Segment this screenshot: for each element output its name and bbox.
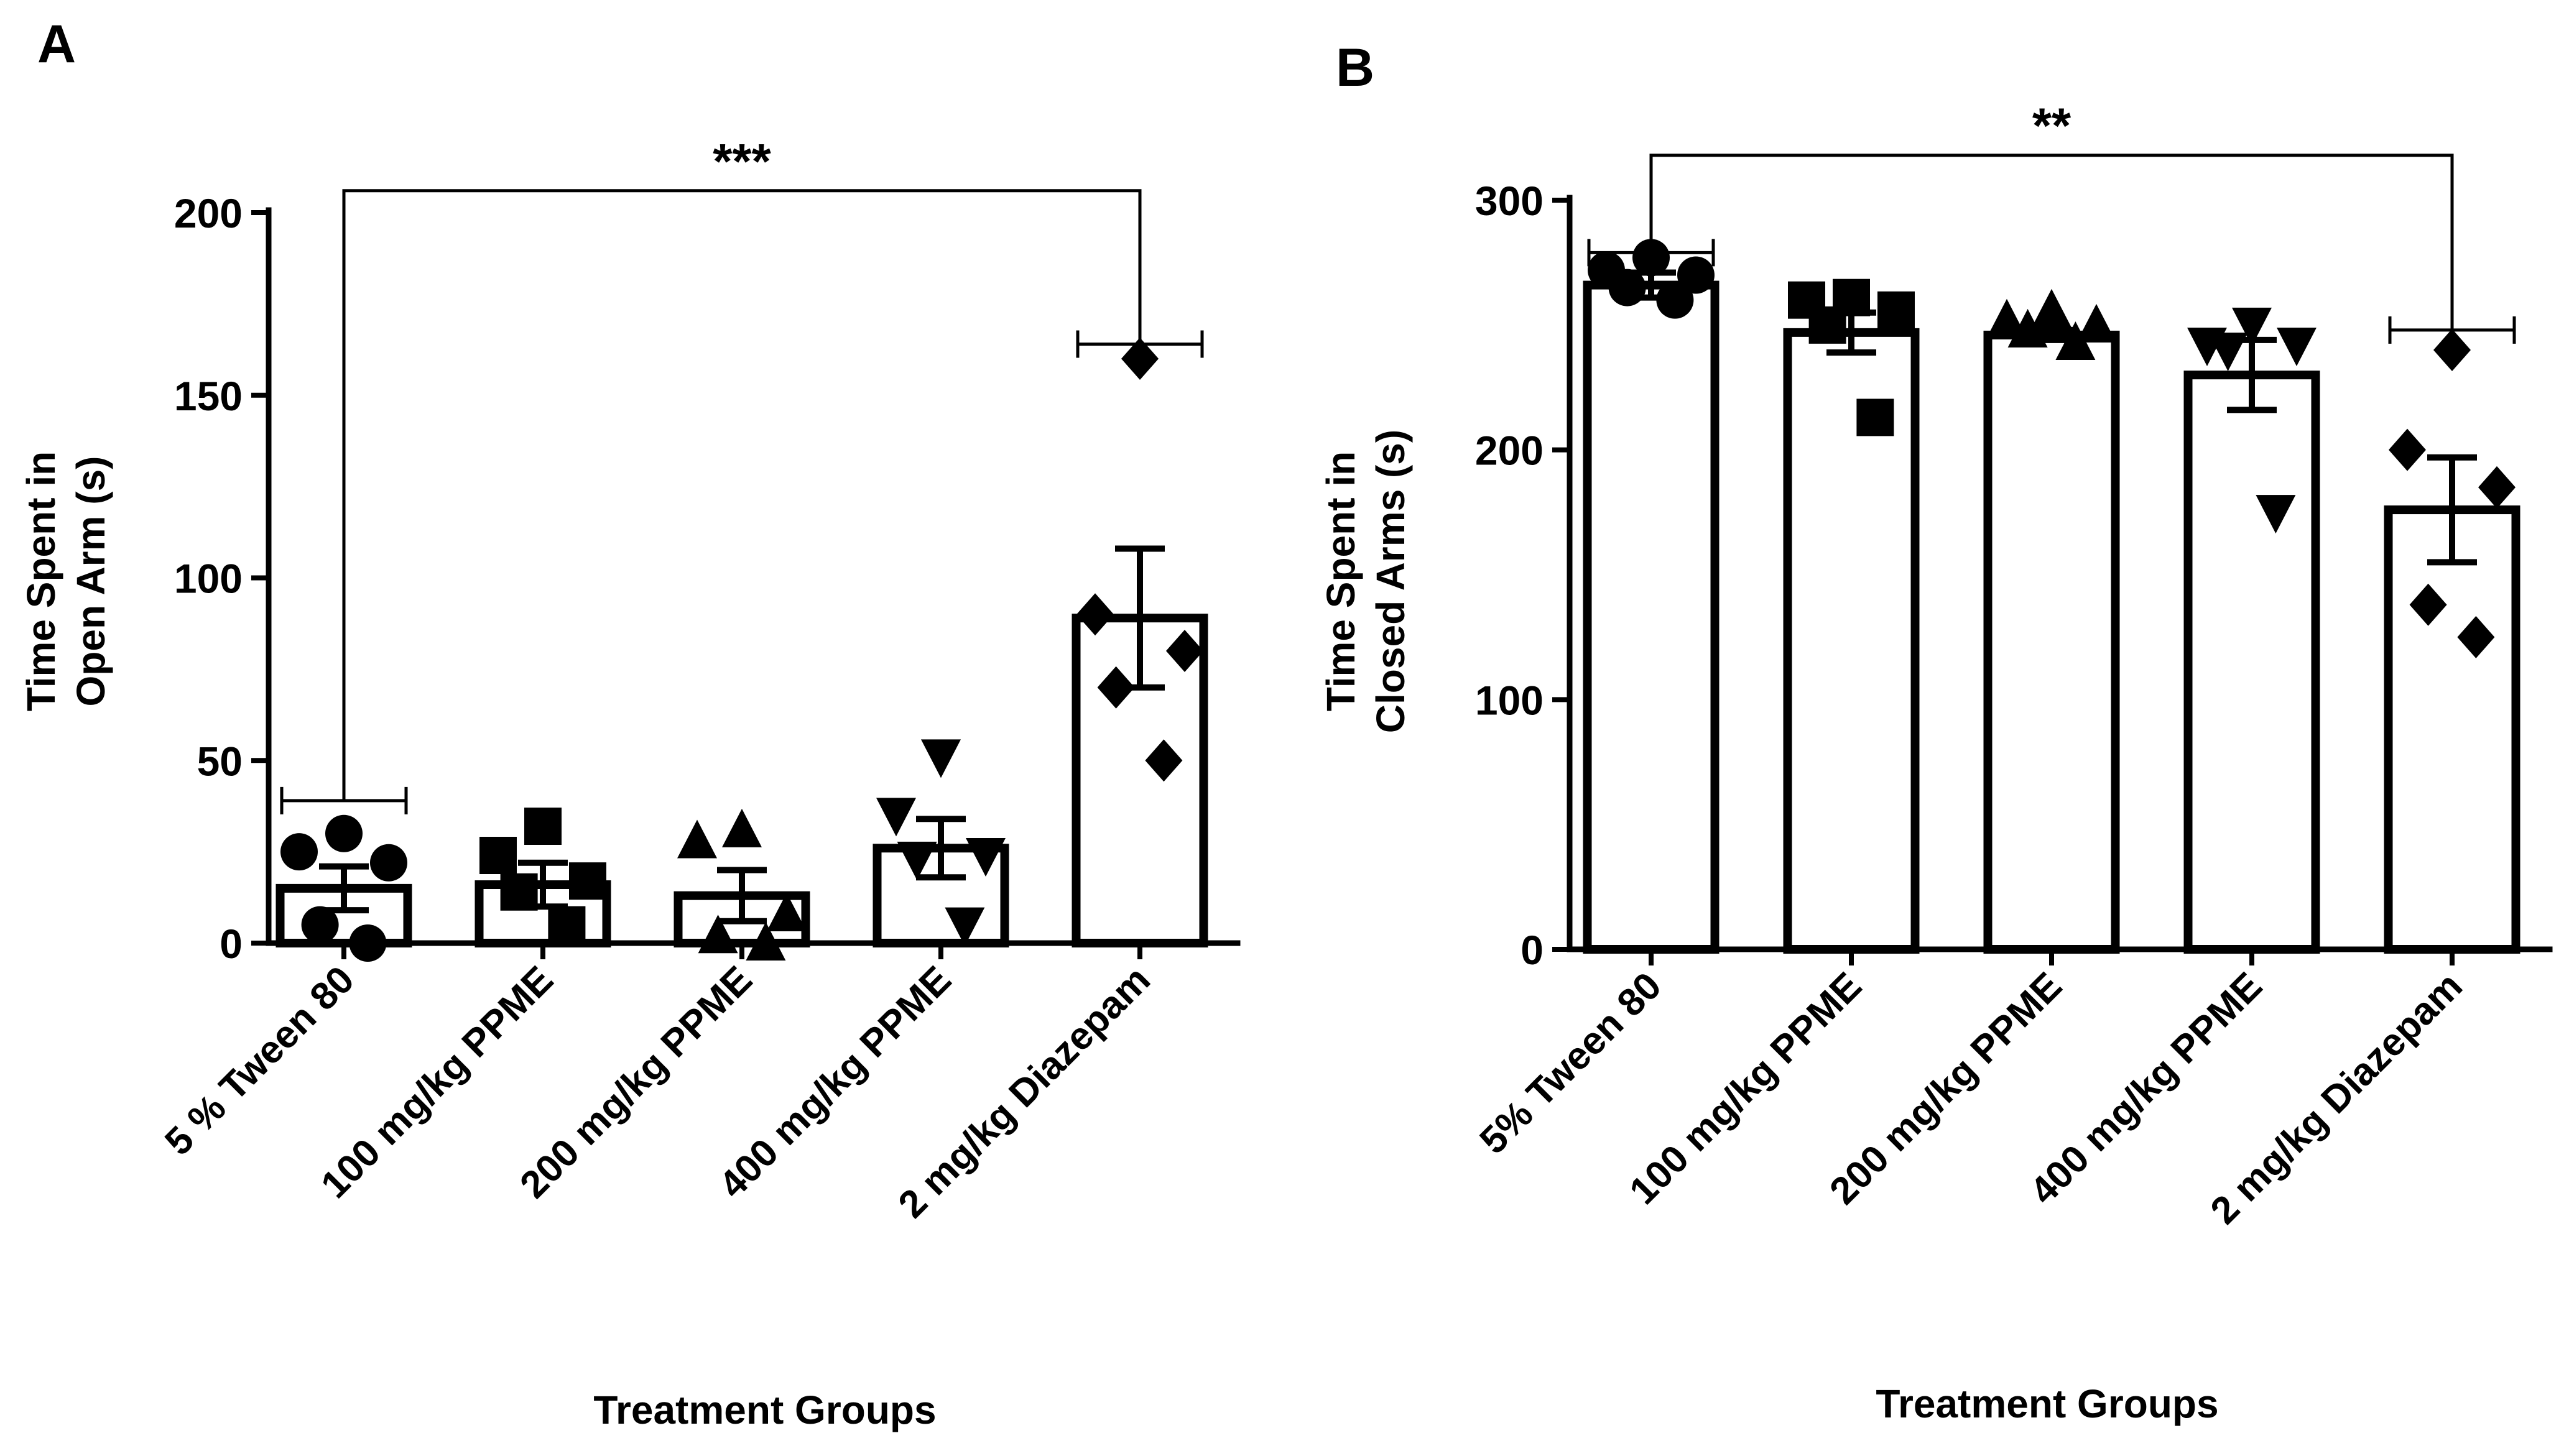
panel-b-data-point (1808, 306, 1846, 344)
panel-b-bar (2384, 505, 2520, 954)
panel-b-bar (1583, 280, 1720, 954)
panel-a-data-point (921, 739, 961, 778)
panel-a-data-point (722, 808, 762, 847)
panel-b-data-point (2076, 303, 2116, 343)
panel-a-y-tick-label: 150 (174, 373, 243, 419)
panel-b-data-point (1677, 256, 1715, 294)
panel-b-data-point (2409, 583, 2447, 626)
panel-b-data-point (1632, 239, 1670, 277)
panel-a-data-point (1166, 630, 1203, 672)
panel-b-data-point (1656, 281, 1694, 319)
panel-a-data-point (301, 906, 339, 944)
panel-a-y-tick-label: 50 (197, 738, 243, 784)
panel-a-data-point (370, 844, 407, 882)
panel-b-chart: B Time Spent in Closed Arms (s) Treatmen… (1318, 38, 2553, 1426)
panel-a-letter: A (37, 14, 76, 74)
panel-a-data-point (569, 862, 606, 900)
panel-a-data-point (548, 906, 586, 944)
panel-a-data-point (746, 922, 786, 961)
panel-a-data-point (524, 808, 562, 845)
panel-a-data-point (1076, 593, 1114, 636)
panel-b-y-tick-label: 100 (1475, 677, 1544, 723)
panel-a-category-label: 5 % Tween 80 (157, 958, 363, 1164)
panel-a-data-point (479, 837, 517, 874)
panel-b-data-point (2208, 333, 2248, 371)
panel-b-data-point (2007, 308, 2048, 348)
panel-b-data-point (2389, 428, 2426, 471)
panel-b-bar (2183, 371, 2320, 954)
panel-a-data-point (966, 838, 1006, 877)
panel-b-y-tick-label: 200 (1475, 428, 1544, 474)
panel-b-data-point (1877, 291, 1915, 329)
panel-b-data-point (2277, 327, 2317, 366)
panel-b-data-point (2256, 495, 2296, 534)
panel-b-data-point (2433, 329, 2471, 371)
panel-b-significance-label: ** (2032, 98, 2071, 154)
panel-a-data-point (500, 873, 538, 911)
panel-a-y-tick-label: 100 (174, 556, 243, 602)
panel-a-data-point (767, 893, 807, 931)
panel-b-data-point (1608, 269, 1646, 306)
panel-a-y-tick-label: 0 (220, 921, 243, 967)
panel-a-data-point (280, 833, 318, 871)
panel-a-data-point (349, 924, 387, 962)
panel-a-ylabel-line2: Open Arm (s) (68, 456, 113, 707)
panel-b-bar (1983, 330, 2120, 954)
panel-b-data-point (1856, 399, 1894, 436)
panel-a-xlabel: Treatment Groups (593, 1388, 936, 1432)
panel-b-y-tick-label: 300 (1475, 178, 1544, 224)
panel-a-chart: A Time Spent in Open Arm (s) Treatment G… (19, 14, 1241, 1432)
panel-a-data-point (1145, 739, 1183, 782)
panel-a-data-point (897, 841, 937, 880)
panel-a-data-point (325, 814, 363, 852)
panel-b-significance-bracket (1649, 154, 2454, 330)
panel-b-data-point (2478, 466, 2516, 509)
panel-b-category-label: 5% Tween 80 (1471, 964, 1669, 1162)
panel-a-data-point (677, 819, 717, 859)
panel-a-data-point (698, 915, 738, 954)
panel-b-data-point (2055, 321, 2096, 360)
panel-b-ylabel-line2: Closed Arms (s) (1368, 430, 1413, 733)
panel-a-significance-label: *** (713, 134, 771, 189)
panel-b-data-point (2457, 615, 2495, 658)
panel-a-significance-bracket (342, 189, 1142, 801)
panel-b-ylabel-line1: Time Spent in (1318, 451, 1363, 711)
panel-b-data-point (1987, 298, 2027, 338)
panel-a-data-point (1121, 338, 1159, 380)
panel-b-bar (1783, 328, 1920, 954)
panel-b-xlabel: Treatment Groups (1876, 1381, 2218, 1426)
panel-a-data-point (945, 907, 985, 946)
panel-b-letter: B (1336, 38, 1374, 98)
panel-b-y-tick-label: 0 (1521, 927, 1544, 973)
panel-a-ylabel-line1: Time Spent in (19, 451, 63, 711)
panel-a-data-point (876, 798, 916, 837)
panel-b-data-point (2032, 288, 2071, 328)
panel-a-data-point (1097, 666, 1135, 709)
panel-b-data-point (2232, 307, 2272, 346)
panel-a-y-tick-label: 200 (174, 190, 243, 236)
